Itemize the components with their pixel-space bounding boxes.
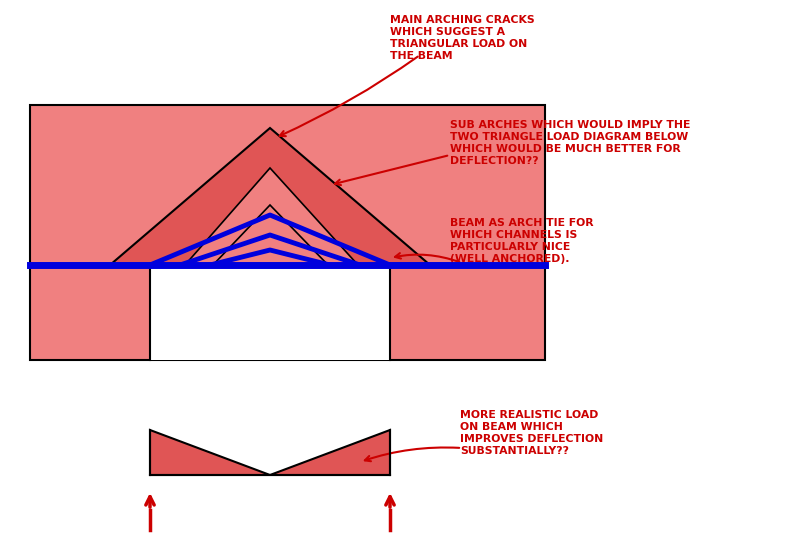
Polygon shape bbox=[270, 430, 390, 475]
Text: MAIN ARCHING CRACKS
WHICH SUGGEST A
TRIANGULAR LOAD ON
THE BEAM: MAIN ARCHING CRACKS WHICH SUGGEST A TRIA… bbox=[390, 15, 534, 61]
Bar bbox=[30, 105, 545, 360]
Text: MORE REALISTIC LOAD
ON BEAM WHICH
IMPROVES DEFLECTION
SUBSTANTIALLY??: MORE REALISTIC LOAD ON BEAM WHICH IMPROV… bbox=[460, 410, 603, 456]
Text: SUB ARCHES WHICH WOULD IMPLY THE
TWO TRIANGLE LOAD DIAGRAM BELOW
WHICH WOULD BE : SUB ARCHES WHICH WOULD IMPLY THE TWO TRI… bbox=[450, 120, 690, 166]
Polygon shape bbox=[213, 205, 328, 265]
Polygon shape bbox=[150, 430, 270, 475]
Bar bbox=[150, 265, 390, 360]
Polygon shape bbox=[185, 168, 358, 265]
Text: BEAM AS ARCH TIE FOR
WHICH CHANNELS IS
PARTICULARLY NICE
(WELL ANCHORED).: BEAM AS ARCH TIE FOR WHICH CHANNELS IS P… bbox=[450, 218, 594, 264]
Polygon shape bbox=[110, 128, 430, 265]
